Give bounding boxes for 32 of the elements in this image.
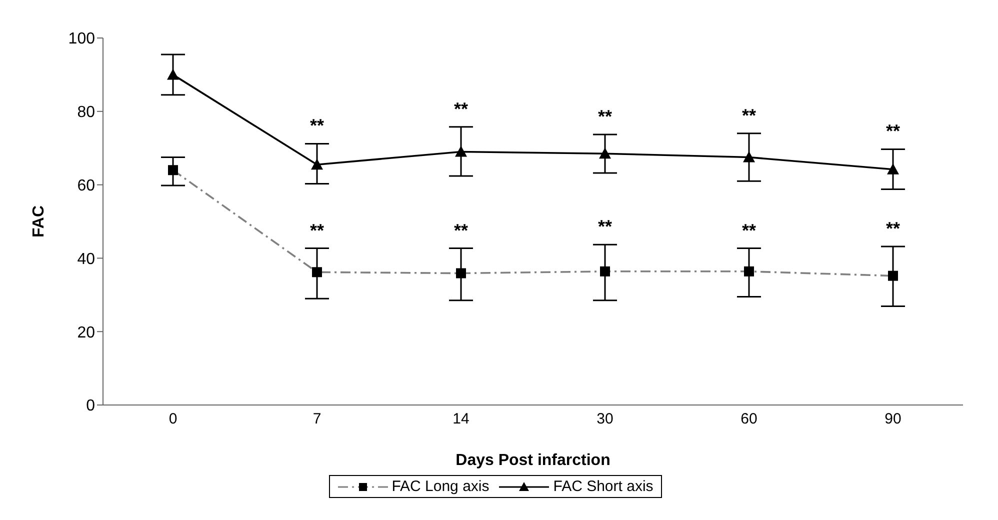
annotation: ** bbox=[454, 98, 468, 119]
x-tick-label: 30 bbox=[596, 410, 614, 428]
y-axis-title: FAC bbox=[30, 205, 48, 238]
y-tick-label: 20 bbox=[77, 324, 96, 342]
annotation: ** bbox=[310, 220, 324, 240]
y-tick-label: 40 bbox=[77, 250, 96, 268]
annotation: ** bbox=[598, 216, 612, 237]
x-tick-label: 60 bbox=[740, 410, 758, 428]
annotation: ** bbox=[886, 218, 900, 238]
point bbox=[455, 146, 467, 157]
point bbox=[311, 158, 323, 170]
point bbox=[887, 163, 899, 174]
x-tick-label: 14 bbox=[452, 410, 470, 428]
y-tick-label: 60 bbox=[77, 177, 96, 194]
point bbox=[167, 68, 179, 80]
legend-label: FAC Short axis bbox=[553, 478, 654, 495]
annotation: ** bbox=[886, 121, 900, 142]
x-axis-title: Days Post infarction bbox=[456, 452, 610, 469]
annotation: ** bbox=[310, 116, 324, 136]
x-tick-label: 90 bbox=[884, 410, 902, 428]
x-tick-label: 7 bbox=[312, 410, 322, 428]
point bbox=[599, 148, 611, 159]
y-tick-label: 100 bbox=[68, 30, 96, 48]
annotation: ** bbox=[598, 106, 612, 127]
annotation: ** bbox=[454, 220, 468, 240]
annotation: ** bbox=[742, 105, 756, 126]
annotation: ** bbox=[742, 220, 756, 240]
point bbox=[743, 151, 755, 162]
legend-label: FAC Long axis bbox=[392, 478, 490, 495]
y-tick-label: 80 bbox=[77, 104, 96, 122]
x-tick-label: 0 bbox=[168, 410, 178, 428]
y-tick-label: 0 bbox=[86, 398, 96, 415]
